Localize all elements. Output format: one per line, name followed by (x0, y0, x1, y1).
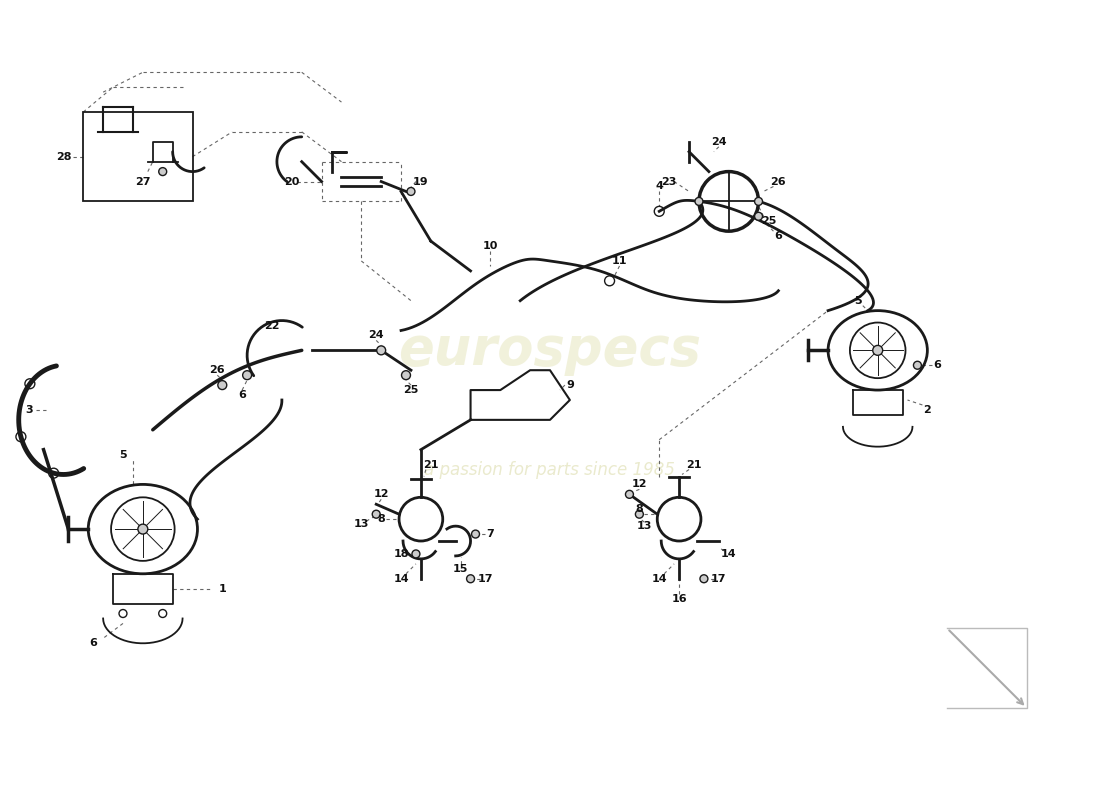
Text: 8: 8 (377, 514, 385, 524)
Text: 12: 12 (631, 479, 647, 490)
Text: 13: 13 (353, 519, 369, 529)
Text: 18: 18 (394, 549, 409, 559)
Text: 3: 3 (25, 405, 33, 415)
Text: 7: 7 (486, 529, 494, 539)
Bar (84, 112, 192, 202)
Text: 5: 5 (119, 450, 126, 460)
Text: 14: 14 (651, 574, 667, 584)
Text: 12: 12 (373, 490, 389, 499)
Text: 25: 25 (761, 216, 777, 226)
Circle shape (636, 510, 644, 518)
Circle shape (700, 574, 708, 582)
Circle shape (402, 370, 410, 380)
Text: 26: 26 (209, 366, 226, 375)
Text: 20: 20 (284, 177, 299, 186)
Text: 19: 19 (414, 177, 429, 186)
Text: 22: 22 (264, 321, 279, 330)
Circle shape (138, 524, 147, 534)
Text: 6: 6 (89, 638, 97, 648)
Text: 11: 11 (612, 256, 627, 266)
Text: 25: 25 (404, 385, 419, 395)
Text: 27: 27 (135, 177, 151, 186)
Circle shape (372, 510, 381, 518)
Text: 4: 4 (656, 182, 663, 191)
Text: 15: 15 (453, 564, 469, 574)
Text: 16: 16 (671, 594, 686, 604)
Text: 9: 9 (565, 380, 574, 390)
Circle shape (872, 346, 882, 355)
Circle shape (472, 530, 480, 538)
Text: 8: 8 (636, 504, 644, 514)
Text: 14: 14 (393, 574, 409, 584)
Circle shape (913, 362, 922, 370)
Circle shape (755, 198, 762, 206)
Text: 14: 14 (720, 549, 737, 559)
Text: 28: 28 (56, 152, 72, 162)
Text: 13: 13 (637, 521, 652, 531)
Text: 23: 23 (661, 177, 676, 186)
Circle shape (755, 212, 762, 220)
Circle shape (695, 198, 703, 206)
Circle shape (412, 550, 420, 558)
Circle shape (158, 168, 167, 175)
Text: 6: 6 (239, 390, 246, 400)
Text: 17: 17 (711, 574, 727, 584)
Text: 24: 24 (368, 330, 384, 341)
Circle shape (243, 370, 252, 380)
Text: 2: 2 (924, 405, 932, 415)
Circle shape (218, 381, 227, 390)
Circle shape (466, 574, 474, 582)
Text: a passion for parts since 1985: a passion for parts since 1985 (425, 461, 675, 478)
Text: 6: 6 (774, 231, 782, 241)
Text: 24: 24 (711, 137, 727, 147)
Text: 21: 21 (686, 459, 702, 470)
Circle shape (376, 346, 386, 355)
Circle shape (407, 187, 415, 195)
Text: 1: 1 (219, 584, 227, 594)
Text: 21: 21 (424, 459, 439, 470)
Text: eurospecs: eurospecs (398, 324, 702, 376)
Text: 5: 5 (854, 296, 861, 306)
Text: 26: 26 (771, 177, 786, 186)
Text: 17: 17 (477, 574, 493, 584)
Text: 6: 6 (934, 360, 942, 370)
Circle shape (626, 490, 634, 498)
Text: 10: 10 (483, 241, 498, 251)
